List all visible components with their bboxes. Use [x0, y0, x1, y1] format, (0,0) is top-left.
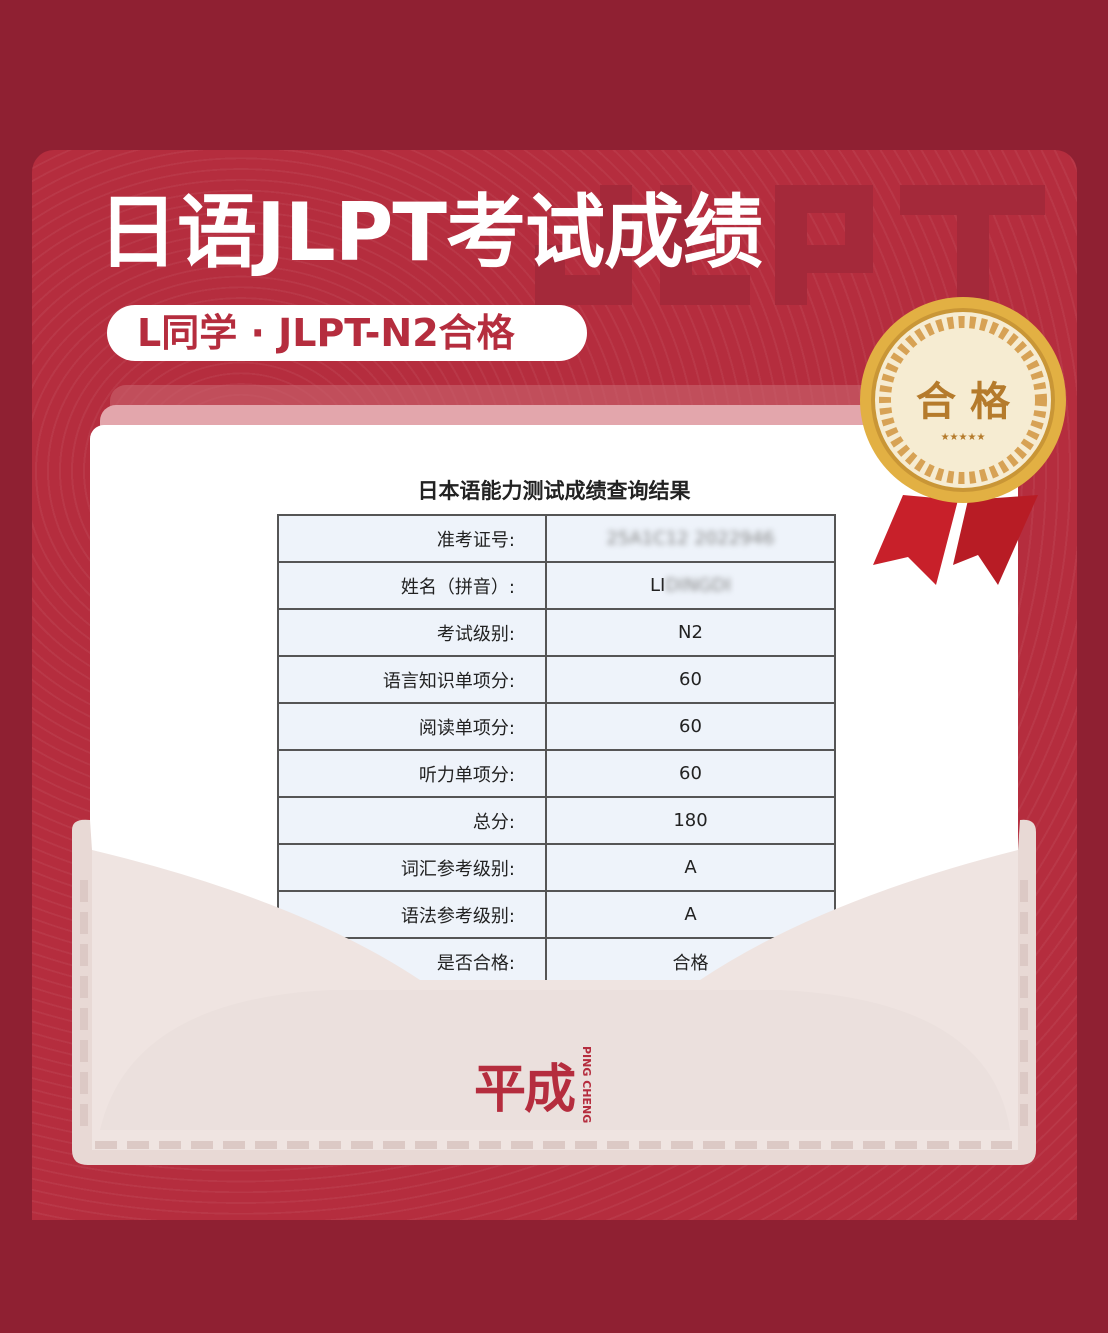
- value-text: 180: [673, 810, 708, 831]
- value-text: 60: [679, 669, 702, 690]
- medal-stars: ★★★★★: [941, 432, 986, 443]
- brand-logo: 平成 PING CHENG: [474, 1046, 594, 1124]
- table-row: 听力单项分: 60: [277, 749, 836, 798]
- value-text: A: [684, 857, 697, 878]
- pass-medal-icon: 合 格 ★★★★★: [860, 297, 1066, 585]
- table-row: 语言知识单项分: 60: [277, 655, 836, 704]
- table-row: 语法参考级别: A: [277, 890, 836, 939]
- row-value: 60: [545, 749, 836, 798]
- medal-text: 合 格: [916, 379, 1011, 425]
- logo-cn: 平成: [474, 1060, 576, 1121]
- value-text: 60: [679, 716, 702, 737]
- jlpt-watermark: [535, 185, 1045, 305]
- row-label: 姓名（拼音）:: [277, 561, 547, 610]
- table-row: 总分: 180: [277, 796, 836, 845]
- logo-en: PING CHENG: [580, 1046, 594, 1124]
- row-label: 考试级别:: [277, 608, 547, 657]
- table-row: 阅读单项分: 60: [277, 702, 836, 751]
- value-text: 合格: [672, 952, 709, 974]
- table-row: 词汇参考级别: A: [277, 843, 836, 892]
- value-text: A: [684, 904, 697, 925]
- row-value: 180: [545, 796, 836, 845]
- value-text: LI: [649, 575, 666, 596]
- row-value: A: [545, 890, 836, 939]
- value-text: N2: [678, 622, 703, 643]
- value-text: 60: [679, 763, 702, 784]
- value-text: 25A1C12 2022946: [606, 528, 775, 549]
- row-label: 总分:: [277, 796, 547, 845]
- row-value: N2: [545, 608, 836, 657]
- row-label: 准考证号:: [277, 514, 547, 563]
- logo-en-1: CHENG: [580, 1080, 594, 1124]
- result-paper: 日本语能力测试成绩查询结果 准考证号: 25A1C12 2022946 姓名（拼音）…: [90, 425, 1018, 1015]
- row-label: 听力单项分:: [277, 749, 547, 798]
- row-label: 阅读单项分:: [277, 702, 547, 751]
- logo-en-2: PING: [580, 1046, 594, 1077]
- row-value: 60: [545, 702, 836, 751]
- table-row: 考试级别: N2: [277, 608, 836, 657]
- row-label: 语言知识单项分:: [277, 655, 547, 704]
- subtitle-pill: L同学 · JLPT-N2合格: [107, 305, 587, 361]
- value-blurred: DINGDI: [665, 575, 732, 596]
- result-title: 日本语能力测试成绩查询结果: [417, 479, 691, 503]
- page-title: 日语JLPT考试成绩: [98, 186, 763, 279]
- row-value: 25A1C12 2022946: [545, 514, 836, 563]
- table-row: 准考证号: 25A1C12 2022946: [277, 514, 836, 563]
- row-label: 词汇参考级别:: [277, 843, 547, 892]
- row-value: 60: [545, 655, 836, 704]
- table-row: 姓名（拼音）: LIDINGDI: [277, 561, 836, 610]
- row-value: A: [545, 843, 836, 892]
- row-value: LIDINGDI: [545, 561, 836, 610]
